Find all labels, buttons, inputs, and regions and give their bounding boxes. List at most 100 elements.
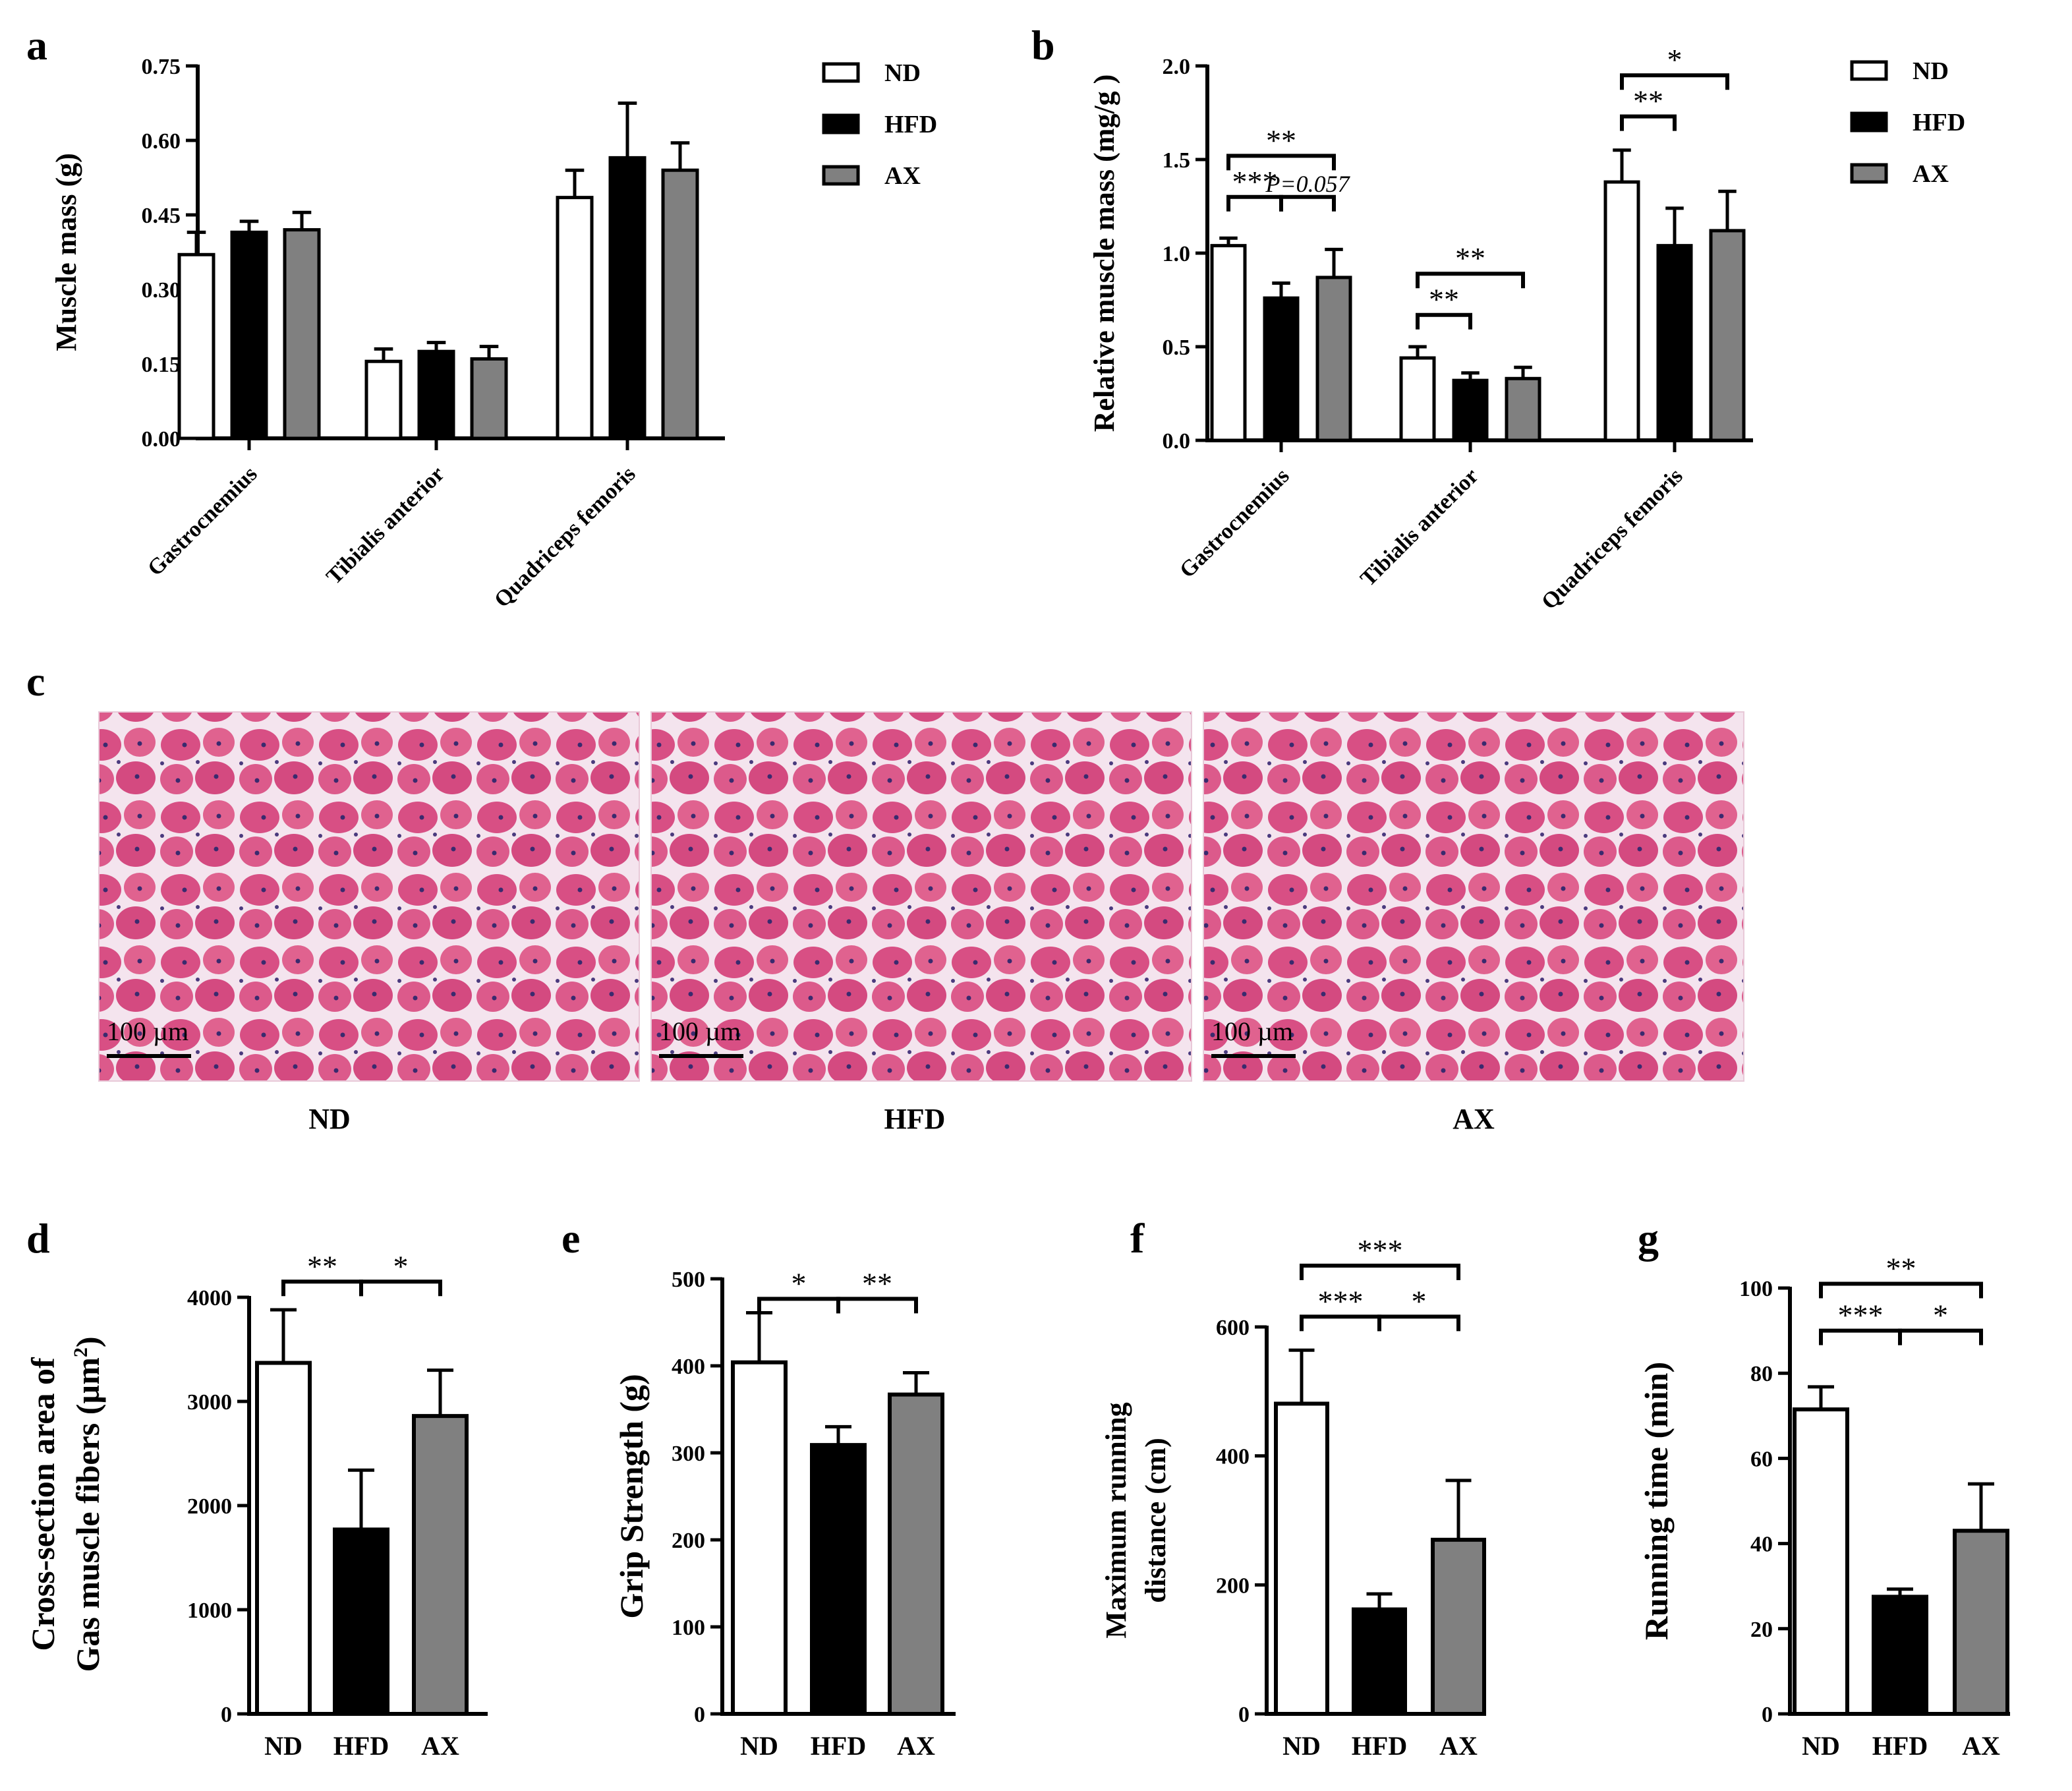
x-tick-label: ND bbox=[740, 1731, 778, 1761]
histology-image-border bbox=[1203, 711, 1744, 1082]
legend-swatch-nd bbox=[822, 62, 860, 83]
significance-label: ** bbox=[1455, 241, 1485, 275]
histology-image-ax bbox=[1203, 712, 1744, 1081]
bar-ax bbox=[412, 1414, 469, 1717]
significance-bracket bbox=[1279, 194, 1336, 212]
y-tick-label: 400 bbox=[672, 1355, 705, 1379]
y-tick-label: 60 bbox=[1750, 1447, 1773, 1471]
y-tick-label: 80 bbox=[1750, 1362, 1773, 1386]
y-tick-label: 0 bbox=[694, 1703, 705, 1727]
bar-ax bbox=[1431, 1537, 1486, 1717]
y-axis-label: Running time (min) bbox=[1638, 1362, 1675, 1640]
bar-hfd bbox=[1656, 244, 1693, 442]
scale-bar-label: 100 µm bbox=[659, 1016, 741, 1046]
image-caption: ND bbox=[308, 1103, 351, 1135]
significance-bracket bbox=[359, 1279, 442, 1297]
bar-nd bbox=[731, 1360, 788, 1716]
y-axis-label: Muscle mass (g) bbox=[50, 153, 82, 351]
significance-bracket bbox=[1377, 1314, 1460, 1332]
bar-hfd bbox=[1872, 1595, 1928, 1717]
y-tick-label: 0 bbox=[1238, 1703, 1250, 1727]
bar-ax bbox=[661, 168, 699, 440]
legend-swatch-ax bbox=[822, 165, 860, 186]
significance-bracket bbox=[1226, 154, 1336, 171]
y-axis-label-text: Gas muscle fibers (µm bbox=[69, 1357, 106, 1672]
significance-label: P=0.057 bbox=[1265, 171, 1350, 197]
significance-label: *** bbox=[1318, 1284, 1364, 1318]
significance-label: * bbox=[393, 1249, 409, 1283]
bar-nd bbox=[1274, 1401, 1329, 1716]
y-axis-label-line2: Gas muscle fibers (µm2) bbox=[69, 1337, 106, 1672]
bar-hfd bbox=[417, 349, 455, 440]
panel-label: d bbox=[26, 1215, 50, 1262]
bar-nd bbox=[1793, 1407, 1849, 1717]
panel-label: e bbox=[561, 1215, 580, 1262]
y-tick-label: 0.0 bbox=[1163, 429, 1191, 454]
x-tick-label: HFD bbox=[1872, 1731, 1928, 1761]
y-axis-label-line1: Cross-section area of bbox=[24, 1357, 61, 1651]
x-tick-label: Quadriceps femoris bbox=[1537, 463, 1687, 614]
bar-ax bbox=[1953, 1529, 2009, 1716]
bar-hfd bbox=[1452, 378, 1489, 442]
y-axis-label-line2: distance (cm) bbox=[1139, 1438, 1172, 1603]
bar-ax bbox=[470, 357, 508, 440]
bar-nd bbox=[364, 359, 403, 440]
x-tick-label: HFD bbox=[1352, 1731, 1407, 1761]
y-axis-label: Relative muscle mass (mg/g ) bbox=[1088, 74, 1120, 432]
panel-f-chart: f Maximum running distance (cm) 0 200 400 600 N… bbox=[1100, 1215, 1486, 1761]
x-tick-label: Tibialis anterior bbox=[1356, 463, 1483, 591]
y-axis-label: Grip Strength (g) bbox=[613, 1374, 650, 1618]
significance-bracket bbox=[1819, 1281, 1983, 1299]
bar-hfd bbox=[1352, 1607, 1407, 1717]
legend-label: HFD bbox=[1913, 109, 1965, 136]
x-tick-label: AX bbox=[421, 1731, 459, 1761]
significance-label: ** bbox=[862, 1266, 892, 1300]
significance-bracket bbox=[836, 1297, 918, 1314]
histology-image-border bbox=[650, 711, 1192, 1082]
significance-label: ** bbox=[1886, 1252, 1916, 1285]
bar-nd bbox=[556, 196, 594, 440]
legend-swatch-ax bbox=[1850, 163, 1888, 184]
x-tick-label: Quadriceps femoris bbox=[490, 461, 640, 612]
x-tick-label: ND bbox=[1282, 1731, 1321, 1761]
y-tick-label: 3000 bbox=[187, 1390, 232, 1415]
bar-nd bbox=[1399, 356, 1436, 442]
significance-label: *** bbox=[1358, 1233, 1403, 1267]
legend-label: HFD bbox=[884, 111, 937, 138]
legend-swatch-nd bbox=[1850, 60, 1888, 81]
bar-nd bbox=[177, 252, 216, 440]
legend-swatch-hfd bbox=[822, 113, 860, 134]
legend-label: ND bbox=[884, 59, 921, 87]
panel-label: g bbox=[1638, 1215, 1659, 1262]
y-axis-label-text: ) bbox=[69, 1337, 106, 1348]
x-tick-label: AX bbox=[1439, 1731, 1478, 1761]
significance-bracket bbox=[1819, 1328, 1902, 1345]
bar-ax bbox=[283, 228, 321, 440]
significance-bracket bbox=[1416, 312, 1472, 330]
x-tick-label: AX bbox=[897, 1731, 935, 1761]
y-tick-label: 0.45 bbox=[142, 204, 181, 228]
significance-bracket bbox=[1620, 73, 1729, 90]
y-tick-label: 1.0 bbox=[1163, 242, 1191, 266]
significance-label: * bbox=[1667, 43, 1683, 76]
y-tick-label: 200 bbox=[672, 1529, 705, 1553]
legend-label: AX bbox=[884, 162, 921, 190]
y-tick-label: 40 bbox=[1750, 1533, 1773, 1557]
significance-label: * bbox=[791, 1266, 807, 1300]
y-tick-label: 0.75 bbox=[142, 55, 181, 79]
y-tick-label: 300 bbox=[672, 1442, 705, 1466]
x-tick-label: HFD bbox=[333, 1731, 389, 1761]
histology-image-hfd bbox=[651, 712, 1192, 1081]
significance-bracket bbox=[1300, 1314, 1381, 1332]
image-caption: AX bbox=[1453, 1103, 1495, 1135]
significance-label: ** bbox=[1266, 123, 1296, 157]
y-tick-label: 200 bbox=[1216, 1573, 1250, 1598]
y-tick-label: 0 bbox=[1762, 1703, 1773, 1727]
bar-ax bbox=[1709, 229, 1746, 442]
significance-bracket bbox=[1300, 1264, 1460, 1281]
bar-hfd bbox=[810, 1443, 867, 1717]
y-axis-label-superscript: 2 bbox=[70, 1347, 92, 1357]
significance-label: ** bbox=[1633, 84, 1663, 118]
panel-label: f bbox=[1130, 1215, 1145, 1262]
